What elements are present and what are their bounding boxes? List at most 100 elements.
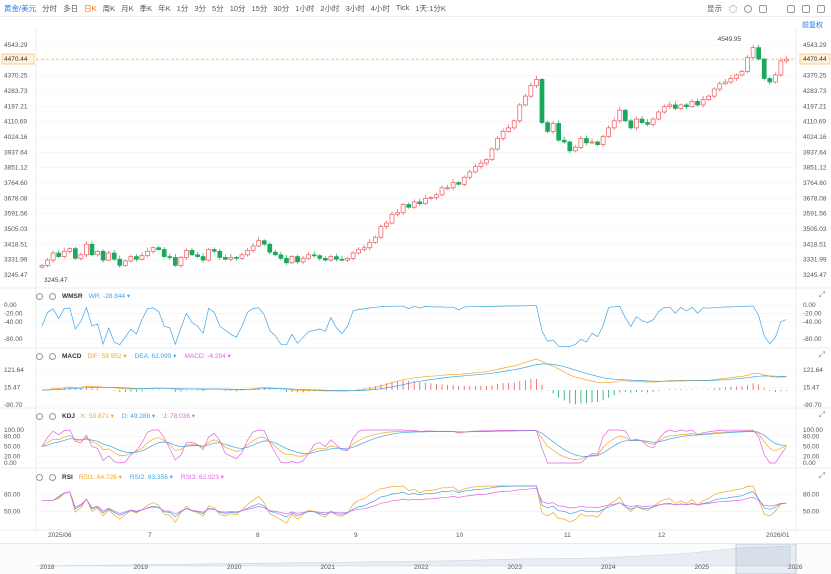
indicator-close-icon[interactable] [49,473,56,481]
candle-body [250,245,256,251]
period-tab[interactable]: 周K [102,3,116,13]
pencil-icon[interactable] [802,4,810,13]
date-tick: 10 [456,532,464,539]
legend-item[interactable]: WR: -28.844 ▾ [88,293,131,300]
expand-icon[interactable]: ⤢ [818,410,825,419]
legend-item[interactable]: D: 49.288 ▾ [121,413,156,420]
candle-body [684,104,689,108]
candle-body [517,104,523,122]
period-tab[interactable]: 1小时 [295,3,315,13]
kdj-tick: 80.00 [803,434,820,441]
candle-body [456,182,462,185]
kdj-tick: 0.00 [803,460,816,467]
indicator-close-icon[interactable] [49,412,56,420]
navigator-window[interactable] [735,544,797,574]
adjust-mode[interactable]: 前复权 [802,22,823,29]
legend-item[interactable]: RSI3: 62.923 ▾ [180,474,224,481]
current-price-label: 4470.44 [4,56,28,63]
display-menu[interactable]: 显示 [707,4,722,13]
candle-body [234,257,239,259]
period-tab[interactable]: 15分 [251,3,268,13]
kdj-tick: 20.00 [4,453,21,460]
indicator-settings-icon[interactable] [36,352,43,360]
y-tick-label: 3245.47 [4,272,28,279]
macd-tick: 15.47 [4,385,21,392]
indicator-close-icon[interactable] [49,352,56,360]
legend-item[interactable]: MACD: -4.294 ▾ [184,353,231,360]
fullscreen-icon[interactable] [817,4,825,13]
y-tick-label: 3851.12 [803,165,827,172]
candle-body [706,95,712,100]
wmsr-tick: -80.00 [803,336,822,343]
candle-body [656,111,662,120]
candle-body [628,120,634,129]
y-tick-label: 3331.99 [803,257,827,264]
range-navigator[interactable]: 2018 2019 2020 2021 2022 2023 2024 2025 2026 [0,543,831,574]
candle-body [122,260,128,266]
candle-body [595,141,600,145]
period-tab[interactable]: 30分 [273,3,290,13]
candle-body [395,212,400,215]
period-tab[interactable]: 10分 [229,3,246,13]
legend-item[interactable]: RSI2: 63.356 ▾ [129,474,173,481]
kdj-header: KDJ K: 50.871 ▾ D: 49.288 ▾ J: 78.036 ▾ [36,411,203,421]
y-tick-label: 3418.51 [4,241,28,248]
indicator-settings-icon[interactable] [36,412,43,420]
indicator-settings-icon[interactable] [36,292,43,300]
candle-body [189,250,195,256]
candle-body [245,250,250,256]
period-tab[interactable]: 分时 [42,3,58,13]
candle-body [728,78,734,83]
wmsr-legend: WR: -28.844 ▾ [89,292,139,300]
indicator-icon[interactable] [744,4,752,13]
candle-body [645,122,650,125]
legend-item[interactable]: J: 78.036 ▾ [163,413,195,420]
candle-body [39,265,45,268]
period-tab[interactable]: 4小时 [370,3,390,13]
rsi-header: RSI RSI1: 64.726 ▾ RSI2: 63.356 ▾ RSI3: 62… [36,472,232,482]
kdj-tick: 50.00 [803,444,820,451]
y-tick-label: 4110.69 [803,119,826,126]
indicator-settings-icon[interactable] [36,473,43,481]
candle-body [489,148,495,160]
date-tick: 9 [354,532,358,539]
period-tab[interactable]: 日K [84,3,97,13]
candle-body [100,250,106,261]
chart-canvas[interactable]: 4543.294543.294456.764456.764370.254370.… [0,0,831,543]
date-tick: 2025/06 [48,532,72,539]
period-tab[interactable]: Tick [395,2,410,12]
kdj-tick: 100.00 [803,427,823,434]
indicator-close-icon[interactable] [49,292,56,300]
period-tab[interactable]: 季K [139,3,153,13]
wmsr-tick: -20.00 [803,310,822,317]
y-tick-label: 4370.25 [803,73,827,80]
period-tab[interactable]: 年K [158,3,171,13]
legend-item[interactable]: DEA: 62.099 ▾ [134,353,177,360]
kdj-tick: 80.00 [4,434,21,441]
period-tab[interactable]: 1天:1分K [415,3,446,13]
period-tab[interactable]: 3小时 [345,3,365,13]
candle-body [195,254,200,257]
y-tick-label: 3937.64 [803,149,827,156]
period-tab[interactable]: 3分 [194,3,207,13]
period-tab[interactable]: 多日 [63,3,79,13]
compare-icon[interactable] [759,4,767,13]
legend-item[interactable]: K: 50.871 ▾ [81,413,114,420]
legend-item[interactable]: RSI1: 64.726 ▾ [78,474,122,481]
period-tab[interactable]: 5分 [212,3,224,13]
legend-item[interactable]: DIF: 59.952 ▾ [87,353,127,360]
period-tab[interactable]: 月K [121,3,134,13]
candle-body [306,254,312,259]
period-tab[interactable]: 1分 [176,3,189,13]
candle-body [472,166,478,173]
candle-body [50,252,56,261]
expand-icon[interactable]: ⤢ [818,471,825,480]
settings-icon[interactable] [729,4,737,13]
period-tab[interactable]: 2小时 [320,3,340,13]
candle-body [206,249,212,261]
expand-icon[interactable]: ⤢ [818,290,825,299]
camera-icon[interactable] [787,4,795,13]
symbol-selector[interactable]: 黄金/美元 [4,3,37,13]
expand-icon[interactable]: ⤢ [818,350,825,359]
candle-body [422,198,428,205]
